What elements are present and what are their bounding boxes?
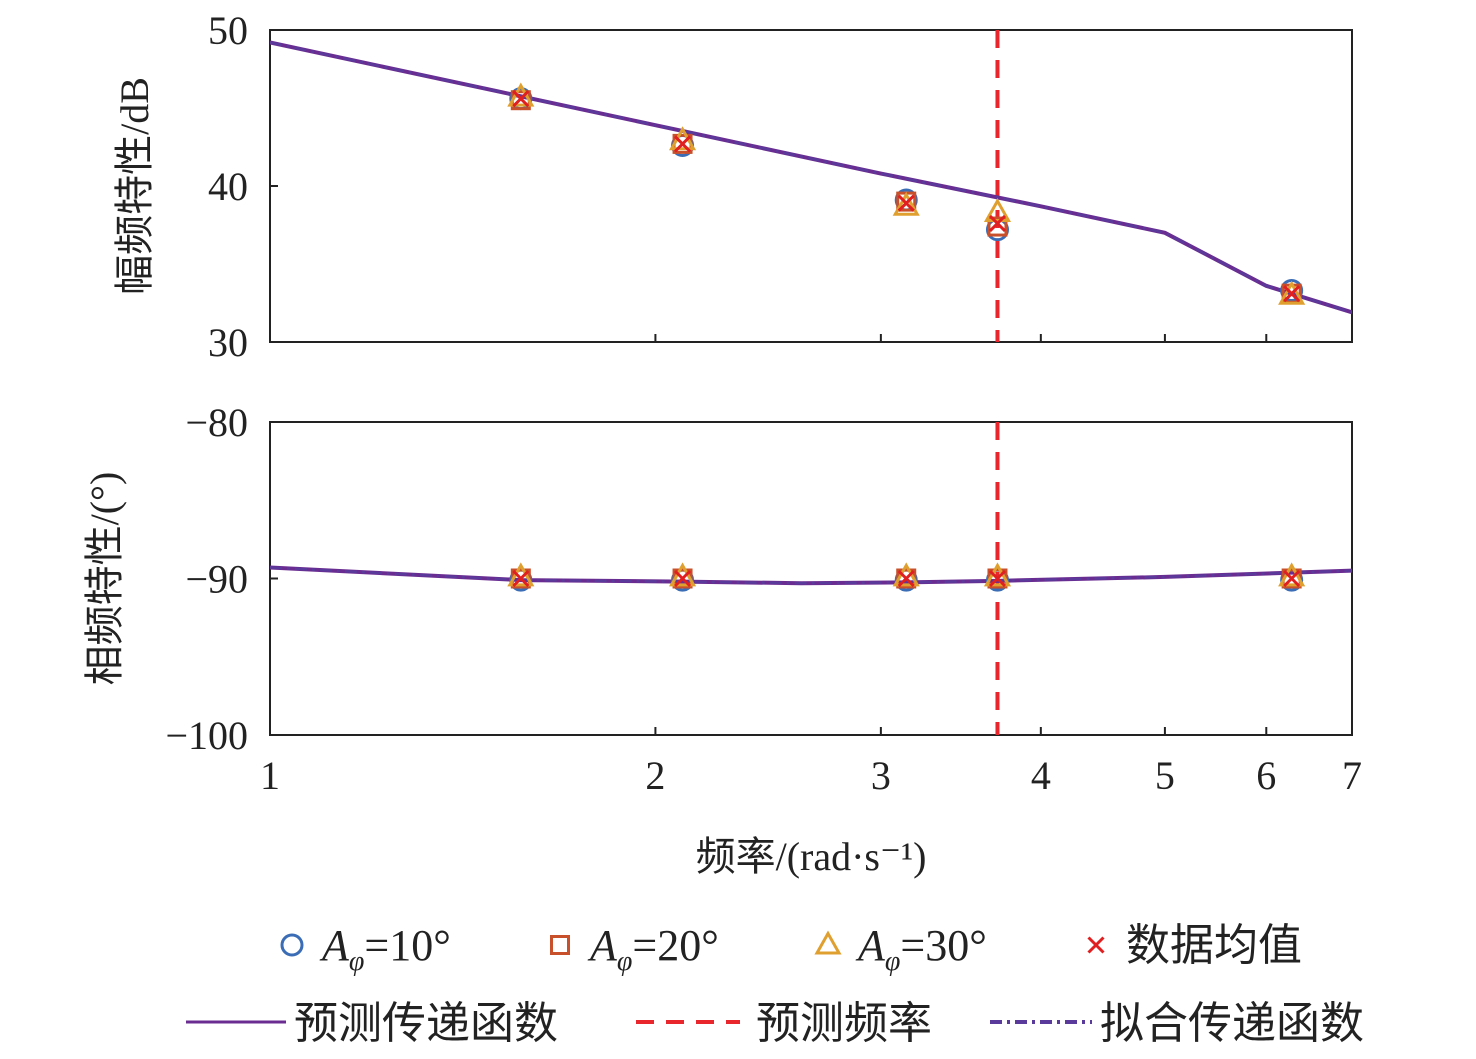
legend-label: 数据均值 <box>1126 921 1302 970</box>
triangle-data-point <box>983 562 1012 587</box>
x-tick-label: 6 <box>1256 753 1276 798</box>
legend-label: Aφ=20° <box>587 921 719 977</box>
magnitude-panel: 30 40 50 幅频特性/dB <box>112 8 1353 365</box>
legend-item: 数据均值 <box>1087 921 1302 970</box>
triangle-data-point <box>1278 562 1306 587</box>
x-tick-label: 1 <box>260 753 280 798</box>
x-data-point <box>673 569 692 588</box>
triangle-data-point <box>1278 280 1306 305</box>
triangle-data-point <box>983 197 1012 223</box>
y-tick-label: −90 <box>185 557 248 602</box>
x-data-point <box>512 90 530 108</box>
legend-label: 拟合传递函数 <box>1100 999 1364 1048</box>
x-data-point <box>988 569 1007 588</box>
legend-label: 预测频率 <box>756 999 932 1048</box>
square-legend-marker <box>550 935 570 955</box>
y-axis-label: 幅频特性/dB <box>112 77 157 295</box>
phase-panel: −100 −90 −80 1 2 3 4 5 6 7 相频特性/(°) 频率/(rad·s⁻¹) <box>82 400 1362 879</box>
x-data-point <box>897 569 915 588</box>
x-tick-label: 7 <box>1342 753 1362 798</box>
fitted-transfer-function-line <box>270 41 1352 314</box>
x-legend-marker <box>1087 936 1105 954</box>
legend-item: Aφ=10° <box>280 921 451 977</box>
circle-legend-marker <box>280 933 304 957</box>
x-data-point <box>897 194 915 212</box>
legend-item: Aφ=20° <box>550 921 719 977</box>
fitted-transfer-function-line <box>270 566 1352 585</box>
y-tick-label: 40 <box>208 164 248 209</box>
x-tick-label: 2 <box>645 753 665 798</box>
legend-label: Aφ=10° <box>319 921 451 977</box>
triangle-data-point <box>668 562 697 587</box>
x-axis-label: 频率/(rad·s⁻¹) <box>696 834 927 879</box>
triangle-data-point <box>507 562 535 587</box>
x-tick-label: 3 <box>871 753 891 798</box>
triangle-legend-marker <box>814 930 842 955</box>
legend-label: Aφ=30° <box>855 921 987 977</box>
y-tick-label: −100 <box>165 713 248 758</box>
x-data-point <box>988 214 1007 233</box>
x-data-point <box>512 569 530 588</box>
y-axis-label: 相频特性/(°) <box>82 472 127 686</box>
y-tick-label: 30 <box>208 320 248 365</box>
x-data-point <box>1283 569 1301 588</box>
triangle-data-point <box>507 82 535 107</box>
legend-item: 预测传递函数 <box>186 999 558 1048</box>
x-tick-label: 4 <box>1031 753 1051 798</box>
y-tick-label: −80 <box>185 400 248 445</box>
predicted-transfer-function-line <box>270 565 1352 586</box>
legend-label: 预测传递函数 <box>294 999 558 1048</box>
triangle-data-point <box>892 191 920 216</box>
x-data-point <box>673 135 692 153</box>
triangle-data-point <box>892 562 920 587</box>
legend-item: 预测频率 <box>636 999 932 1048</box>
x-data-point <box>1283 285 1301 303</box>
square-data-point <box>987 216 1008 237</box>
axes-frame <box>269 421 1353 736</box>
legend-item: Aφ=30° <box>814 921 987 977</box>
legend-item: 拟合传递函数 <box>990 999 1364 1048</box>
x-tick-label: 5 <box>1155 753 1175 798</box>
y-tick-label: 50 <box>208 8 248 53</box>
predicted-transfer-function-line <box>270 40 1352 315</box>
